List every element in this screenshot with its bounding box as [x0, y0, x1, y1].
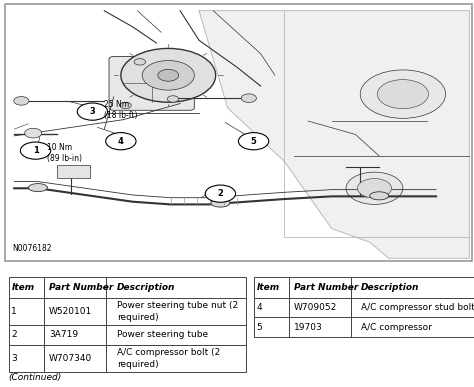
Text: 3: 3: [90, 107, 95, 116]
Bar: [254, 317, 289, 337]
Bar: [9, 325, 44, 344]
Text: Part Number: Part Number: [49, 283, 113, 292]
Text: 5: 5: [251, 137, 256, 146]
Text: Power steering tube: Power steering tube: [117, 330, 208, 339]
Text: 25 Nm
(18 lb-ft): 25 Nm (18 lb-ft): [104, 100, 138, 120]
Text: W707340: W707340: [49, 354, 92, 363]
Bar: [351, 277, 474, 298]
Text: Description: Description: [117, 283, 175, 292]
Circle shape: [377, 80, 428, 109]
Bar: [254, 298, 289, 317]
Bar: [351, 298, 474, 317]
Text: A/C compressor: A/C compressor: [361, 323, 432, 332]
Bar: [351, 317, 474, 337]
Bar: [289, 317, 351, 337]
Circle shape: [205, 185, 236, 202]
Text: W709052: W709052: [294, 303, 337, 312]
Text: 4: 4: [256, 303, 262, 312]
Text: 2: 2: [11, 330, 17, 339]
Bar: [289, 298, 351, 317]
Text: 1: 1: [11, 307, 17, 316]
Ellipse shape: [211, 199, 230, 207]
Bar: [57, 165, 90, 178]
Text: Description: Description: [361, 283, 419, 292]
Circle shape: [357, 178, 392, 198]
Bar: [44, 325, 106, 344]
FancyBboxPatch shape: [109, 57, 194, 110]
Circle shape: [360, 70, 446, 118]
Text: 2: 2: [218, 189, 223, 198]
Text: Part Number: Part Number: [294, 283, 358, 292]
Circle shape: [134, 59, 146, 65]
Bar: [106, 325, 246, 344]
Text: 19703: 19703: [294, 323, 323, 332]
Ellipse shape: [28, 183, 47, 192]
Bar: [44, 277, 106, 298]
Bar: [44, 298, 106, 325]
Text: 10 Nm
(89 lb-in): 10 Nm (89 lb-in): [47, 143, 82, 163]
Text: required): required): [117, 313, 158, 322]
Circle shape: [106, 133, 136, 150]
Bar: [289, 277, 351, 298]
Bar: [106, 298, 246, 325]
Bar: [106, 344, 246, 372]
Text: (Continued): (Continued): [9, 373, 62, 382]
Text: A/C compressor bolt (2: A/C compressor bolt (2: [117, 348, 220, 356]
Text: W520101: W520101: [49, 307, 92, 316]
Text: Item: Item: [11, 283, 35, 292]
Bar: [254, 277, 289, 298]
Circle shape: [120, 102, 131, 109]
Bar: [9, 298, 44, 325]
Text: 4: 4: [118, 137, 124, 146]
Circle shape: [14, 97, 29, 105]
Circle shape: [241, 94, 256, 103]
Text: 3: 3: [11, 354, 17, 363]
Text: required): required): [117, 360, 158, 368]
Text: 5: 5: [256, 323, 262, 332]
Circle shape: [25, 128, 42, 138]
Circle shape: [167, 96, 179, 102]
Text: A/C compressor stud bolt: A/C compressor stud bolt: [361, 303, 474, 312]
Bar: [106, 277, 246, 298]
Circle shape: [346, 172, 403, 204]
Bar: [44, 344, 106, 372]
Circle shape: [77, 103, 108, 120]
Text: 3A719: 3A719: [49, 330, 78, 339]
Text: Item: Item: [256, 283, 280, 292]
Ellipse shape: [370, 192, 389, 200]
Text: 1: 1: [33, 146, 38, 155]
Text: Power steering tube nut (2: Power steering tube nut (2: [117, 301, 238, 310]
Bar: [9, 277, 44, 298]
Polygon shape: [199, 11, 469, 258]
Circle shape: [20, 142, 51, 159]
Circle shape: [142, 60, 194, 90]
Circle shape: [158, 69, 179, 81]
Circle shape: [238, 133, 269, 150]
Text: N0076182: N0076182: [12, 244, 51, 253]
Bar: [9, 344, 44, 372]
Circle shape: [121, 48, 216, 102]
